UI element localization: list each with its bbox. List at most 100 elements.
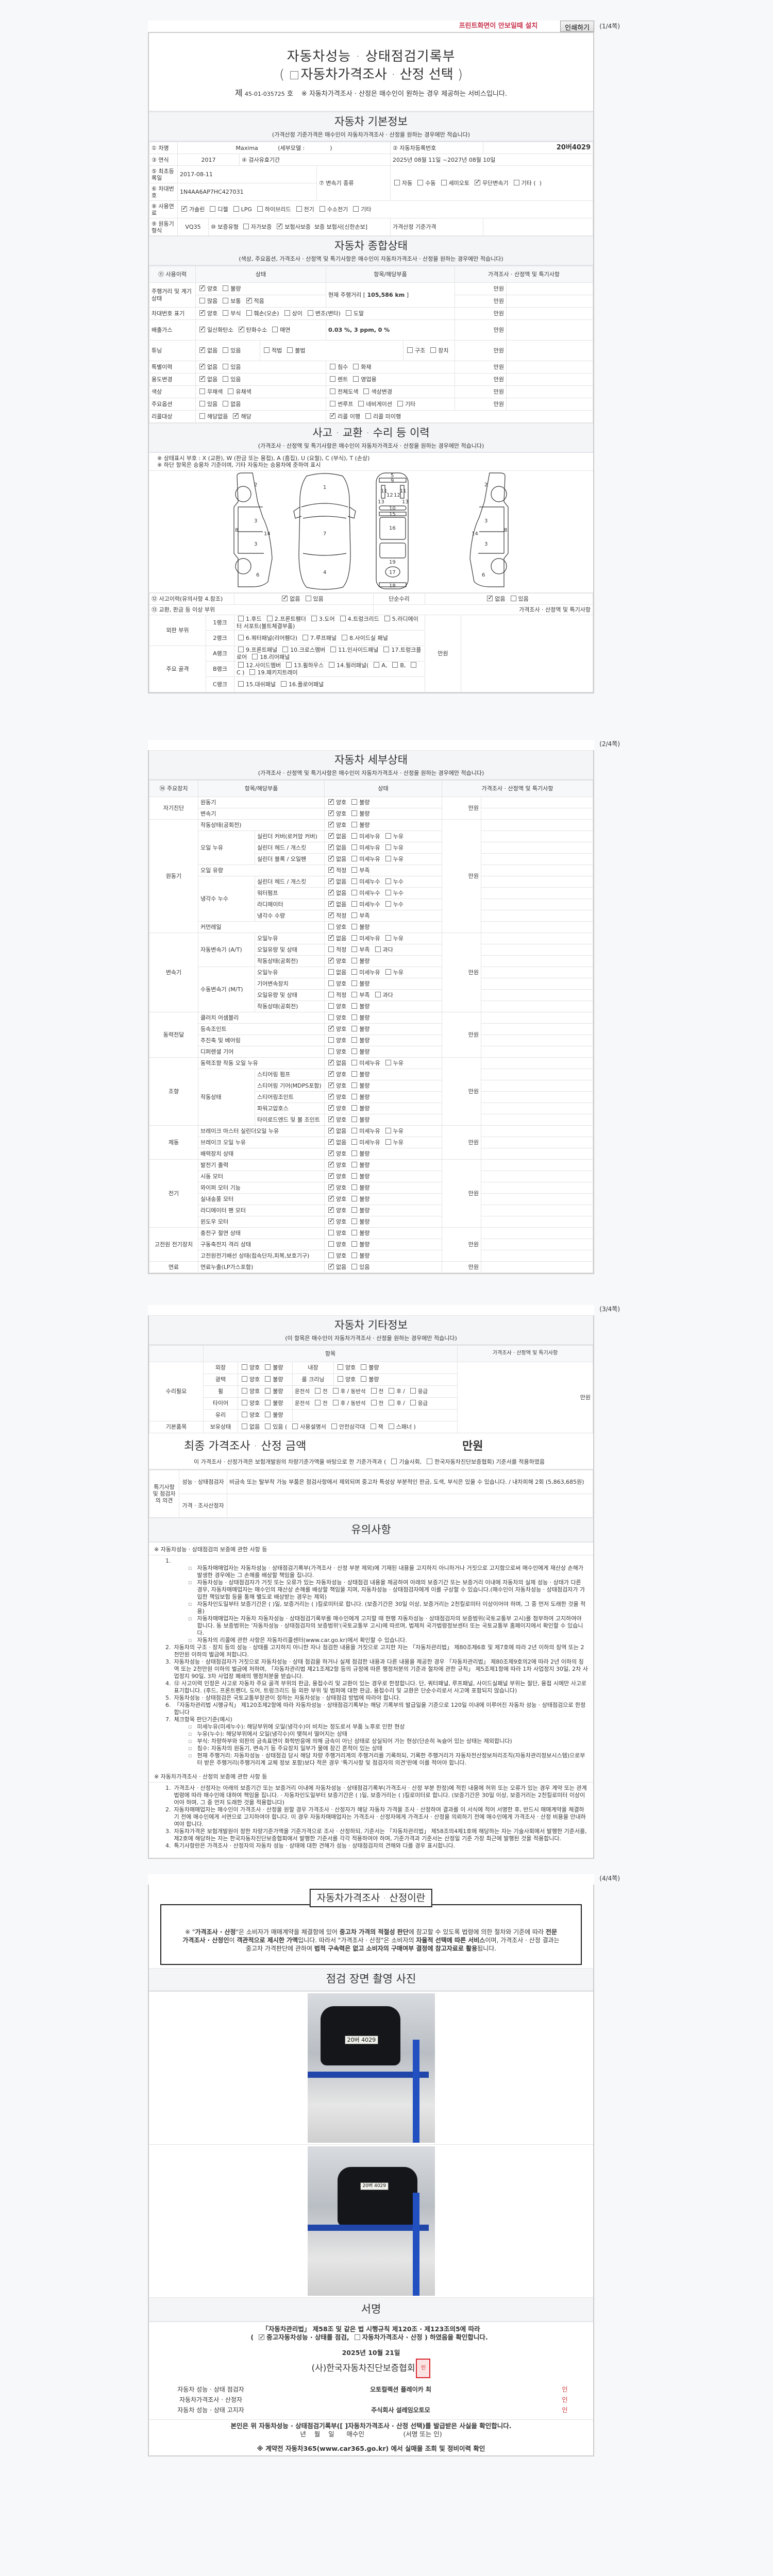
checkbox[interactable] [389,1388,395,1394]
checkbox[interactable] [385,833,391,839]
checkbox[interactable] [351,1082,358,1088]
checkbox[interactable] [238,325,244,332]
checkbox[interactable] [328,1058,334,1065]
checkbox[interactable] [266,616,273,622]
checkbox[interactable] [385,1059,391,1065]
checkbox[interactable] [287,347,293,353]
checkbox[interactable] [265,1423,271,1430]
checkbox[interactable] [351,1241,358,1247]
checkbox[interactable] [351,1195,358,1201]
checkbox[interactable] [330,388,335,395]
checkbox[interactable] [441,180,447,186]
checkbox[interactable] [351,844,358,850]
checkbox[interactable] [328,1160,334,1167]
checkbox[interactable] [264,347,270,353]
checkbox[interactable] [228,388,234,395]
checkbox[interactable] [385,1139,391,1145]
checkbox[interactable] [351,912,358,918]
checkbox[interactable] [417,180,424,186]
checkbox[interactable] [332,1400,339,1406]
checkbox[interactable] [389,1400,395,1406]
checkbox[interactable] [340,616,346,622]
checkbox[interactable] [199,309,205,316]
checkbox[interactable] [328,1262,334,1269]
checkbox[interactable] [351,1048,358,1054]
checkbox[interactable] [199,325,205,332]
checkbox[interactable] [351,1003,358,1009]
checkbox[interactable] [351,833,358,839]
checkbox[interactable] [342,634,348,640]
checkbox[interactable] [314,1388,321,1394]
checkbox[interactable] [351,1105,358,1111]
checkbox[interactable] [265,1400,271,1406]
checkbox[interactable] [282,647,289,653]
checkbox[interactable] [351,855,358,861]
checkbox[interactable] [280,681,287,687]
checkbox[interactable] [242,1423,247,1430]
checkbox[interactable] [265,1364,271,1370]
checkbox[interactable] [238,662,244,668]
checkbox[interactable] [328,1172,334,1179]
checkbox[interactable] [338,1364,343,1370]
checkbox[interactable] [513,180,519,186]
checkbox[interactable] [328,854,334,861]
checkbox[interactable] [351,1116,358,1122]
checkbox[interactable] [351,1071,358,1077]
checkbox[interactable] [246,310,252,316]
checkbox[interactable] [351,1139,358,1145]
checkbox[interactable] [328,991,334,997]
checkbox[interactable] [351,1150,358,1156]
price-survey-checkbox[interactable] [290,71,299,79]
checkbox[interactable] [282,594,288,601]
checkbox[interactable] [328,980,334,986]
checkbox[interactable] [243,224,249,230]
checkbox[interactable] [328,866,334,873]
checkbox[interactable] [328,1014,334,1020]
checkbox[interactable] [328,900,334,907]
checkbox[interactable] [385,901,391,907]
checkbox[interactable] [272,327,278,333]
checkbox[interactable] [249,669,256,675]
checkbox[interactable] [199,413,205,419]
checkbox[interactable] [328,798,334,805]
checkbox[interactable] [314,1400,321,1406]
checkbox[interactable] [351,1229,358,1235]
checkbox[interactable] [328,1194,334,1201]
checkbox[interactable] [338,1376,343,1382]
checkbox[interactable] [328,1183,334,1190]
checkbox[interactable] [351,889,358,895]
checkbox[interactable] [223,347,229,353]
checkbox[interactable] [351,867,358,873]
checkbox[interactable] [328,1217,334,1224]
checkbox[interactable] [223,310,229,316]
checkbox[interactable] [328,832,334,839]
checkbox[interactable] [233,412,239,419]
checkbox[interactable] [330,647,337,653]
checkbox[interactable] [328,1241,334,1247]
checkbox[interactable] [238,634,244,640]
checkbox[interactable] [328,809,334,816]
print-button[interactable]: 인쇄하기 [560,21,594,32]
checkbox[interactable] [328,923,334,929]
checkbox[interactable] [374,662,380,668]
checkbox[interactable] [383,647,390,653]
checkbox[interactable] [328,969,334,975]
checkbox[interactable] [351,1173,358,1179]
checkbox[interactable] [238,616,244,622]
checkbox[interactable] [351,991,358,997]
checkbox[interactable] [351,1037,358,1043]
checkbox[interactable] [223,401,229,407]
checkbox[interactable] [328,956,334,963]
checkbox[interactable] [351,878,358,884]
checkbox[interactable] [353,206,359,212]
checkbox[interactable] [410,1388,416,1394]
checkbox[interactable] [328,1081,334,1088]
checkbox[interactable] [328,1115,334,1122]
checkbox[interactable] [238,681,244,687]
checkbox[interactable] [351,821,358,827]
checkbox[interactable] [358,401,364,407]
checkbox[interactable] [328,1037,334,1043]
checkbox[interactable] [252,653,258,659]
checkbox[interactable] [259,2333,264,2341]
checkbox[interactable] [353,376,359,382]
